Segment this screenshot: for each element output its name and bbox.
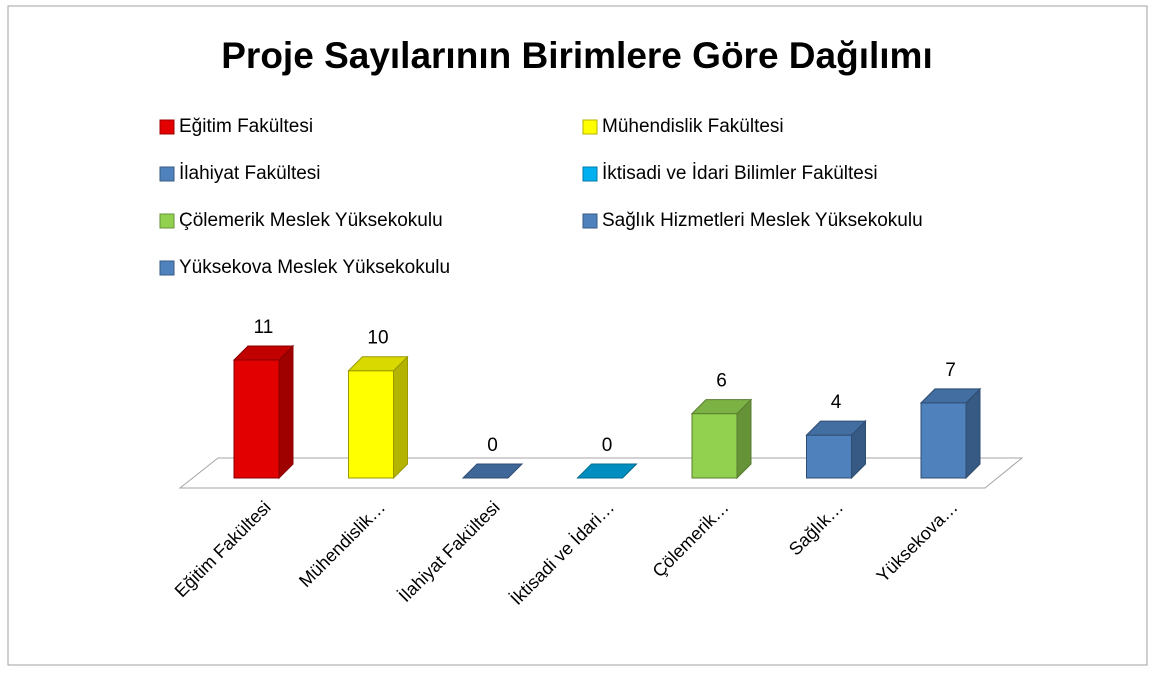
bar-side (393, 355, 408, 480)
bar (805, 419, 867, 480)
bar-front (348, 370, 394, 479)
bar-top (576, 463, 638, 479)
bar-front (806, 434, 852, 479)
bar-top (461, 463, 524, 479)
bar (576, 463, 638, 479)
bar (690, 398, 753, 480)
legend-swatch (159, 260, 175, 276)
legend-swatch (159, 213, 175, 229)
bar (347, 355, 409, 480)
bar-top (690, 399, 753, 415)
chart-title: Proje Sayılarının Birimlere Göre Dağılım… (221, 35, 932, 76)
legend-label: Mühendislik Fakültesi (602, 116, 784, 137)
chart-frame (7, 5, 1148, 666)
value-label: 0 (602, 435, 613, 456)
legend-label: Eğitim Fakültesi (179, 116, 313, 137)
bar-front (691, 413, 738, 479)
legend-label: Yüksekova Meslek Yüksekokulu (179, 257, 450, 278)
bar (232, 344, 295, 480)
legend-label: İktisadi ve İdari Bilimler Fakültesi (602, 163, 878, 184)
bar (461, 463, 524, 479)
value-label: 6 (716, 371, 727, 392)
bar-top (347, 356, 409, 372)
legend-label: İlahiyat Fakültesi (179, 163, 321, 184)
bar (919, 387, 982, 480)
legend-swatch (582, 119, 598, 135)
bar-top (232, 345, 295, 361)
legend-label: Sağlık Hizmetleri Meslek Yüksekokulu (602, 210, 923, 231)
bar-top (919, 388, 982, 404)
legend-swatch (159, 166, 175, 182)
bar-top (805, 420, 867, 436)
bar-side (965, 387, 981, 480)
bar-front (920, 402, 967, 479)
legend-swatch (159, 119, 175, 135)
legend-swatch (582, 166, 598, 182)
legend-swatch (582, 213, 598, 229)
legend-label: Çölemerik Meslek Yüksekokulu (179, 210, 443, 231)
bar-front (233, 359, 280, 479)
value-label: 10 (367, 328, 388, 349)
value-label: 0 (487, 435, 498, 456)
value-label: 7 (945, 360, 956, 381)
value-label: 4 (831, 392, 842, 413)
value-label: 11 (254, 317, 274, 338)
bar-side (278, 344, 294, 480)
